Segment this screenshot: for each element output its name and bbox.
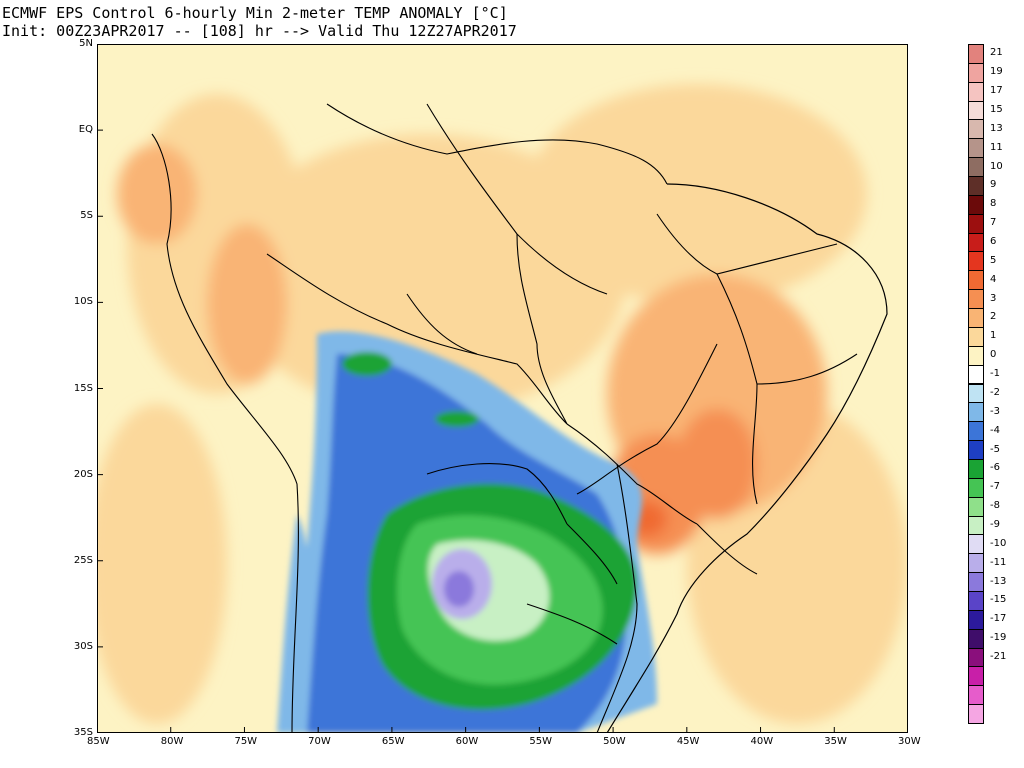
lon-tick-label: 40W [750, 736, 774, 747]
colorbar-swatch [968, 119, 984, 140]
colorbar-swatch [968, 477, 984, 498]
colorbar-swatch [968, 157, 984, 178]
colorbar-swatch [968, 62, 984, 83]
lat-tick-label: 5N [79, 38, 93, 49]
colorbar-swatch [968, 194, 984, 215]
colorbar-swatch [968, 666, 984, 687]
colorbar-swatch [968, 496, 984, 517]
colorbar-swatch [968, 553, 984, 574]
lon-tick-label: 75W [234, 736, 258, 747]
colorbar-swatch [968, 232, 984, 253]
warm-anomaly-field [97, 84, 907, 724]
colorbar-label: 9 [990, 179, 997, 191]
colorbar-label: -10 [990, 537, 1007, 549]
colorbar-swatch [968, 440, 984, 460]
colorbar-label: -19 [990, 632, 1007, 644]
colorbar-label: -7 [990, 481, 1000, 493]
colorbar-label: 6 [990, 236, 997, 248]
colorbar-label: 8 [990, 198, 997, 210]
colorbar-swatch [968, 138, 984, 159]
political-borders [151, 103, 858, 733]
colorbar-label: -9 [990, 518, 1000, 530]
lat-tick-label: 35S [73, 727, 93, 738]
colorbar-swatch [968, 628, 984, 649]
lon-tick-label: 60W [455, 736, 479, 747]
colorbar-swatch [968, 515, 984, 536]
colorbar-label: 10 [990, 160, 1003, 172]
colorbar-swatch [968, 251, 984, 272]
colorbar-swatch [968, 704, 984, 724]
colorbar-swatch [968, 402, 984, 423]
lat-tick-label: 25S [73, 554, 93, 566]
colorbar-label: -6 [990, 462, 1000, 474]
colorbar-label: 13 [990, 122, 1003, 134]
colorbar-label: -4 [990, 424, 1000, 436]
lon-tick-label: 55W [529, 736, 552, 747]
colorbar-label: -8 [990, 500, 1000, 512]
colorbar-label: -5 [990, 443, 1000, 455]
colorbar-swatch [968, 270, 984, 291]
lon-tick-label: 35W [824, 736, 847, 747]
colorbar-label: -1 [990, 368, 1000, 380]
lon-tick-label: 65W [381, 736, 405, 747]
colorbar-label: 0 [990, 349, 997, 361]
lat-tick-label: 10S [73, 296, 93, 308]
colorbar-swatch [968, 364, 984, 385]
lon-tick-label: 80W [160, 736, 184, 747]
colorbar-label: -17 [990, 613, 1007, 625]
colorbar-swatch [968, 609, 984, 630]
colorbar-label: 17 [990, 85, 1003, 97]
lat-tick-label: 30S [73, 640, 93, 652]
colorbar-swatch [968, 590, 984, 611]
colorbar-swatch [968, 326, 984, 347]
colorbar-swatch [968, 44, 984, 64]
coastline [606, 183, 888, 733]
lat-tick-label: EQ [78, 124, 93, 136]
colorbar-swatch [968, 421, 984, 442]
colorbar-swatch [968, 81, 984, 102]
colorbar-legend: 21 19 17 15 13 11 10 9 8 7 6 5 4 3 2 1 0 -1 -2 -3 -4 -5 -6 -7 -8… [968, 44, 1021, 724]
colorbar-swatch [968, 685, 984, 706]
colorbar-swatch [968, 383, 984, 404]
lon-tick-label: 70W [308, 736, 331, 747]
colorbar-label: 19 [990, 66, 1003, 78]
colorbar-label: 4 [990, 273, 997, 285]
colorbar-label: 11 [990, 141, 1003, 153]
colorbar-label: -15 [990, 594, 1007, 606]
lat-tick-label: 5S [80, 210, 93, 222]
colorbar-swatch [968, 458, 984, 479]
colorbar-label: -2 [990, 386, 1000, 398]
colorbar-swatch [968, 345, 984, 366]
colorbar-label: 7 [990, 217, 997, 229]
lat-tick-label: 20S [73, 468, 93, 480]
colorbar-swatch [968, 572, 984, 592]
lat-tick-label: 15S [73, 382, 93, 394]
colorbar-label: -3 [990, 405, 1000, 417]
colorbar-label: 5 [990, 254, 997, 266]
colorbar-swatch [968, 647, 984, 668]
lon-tick-label: 85W [87, 736, 110, 747]
colorbar-swatch [968, 289, 984, 310]
chart-title: ECMWF EPS Control 6-hourly Min 2-meter T… [2, 4, 508, 22]
colorbar-label: -13 [990, 575, 1007, 587]
colorbar-swatch [968, 308, 984, 328]
colorbar-label: -11 [990, 556, 1007, 568]
cold-anomaly-field [277, 331, 657, 733]
colorbar-swatch [968, 100, 984, 121]
colorbar-swatch [968, 534, 984, 555]
lon-tick-label: 30W [898, 736, 921, 747]
colorbar-label: -21 [990, 650, 1007, 662]
lon-tick-label: 45W [676, 736, 700, 747]
colorbar-swatch [968, 176, 984, 196]
lon-tick-label: 50W [603, 736, 626, 747]
chart-subtitle: Init: 00Z23APR2017 -- [108] hr --> Valid… [2, 22, 517, 40]
anomaly-map [97, 44, 908, 733]
map-ticks [97, 44, 908, 733]
colorbar-label: 3 [990, 292, 997, 304]
colorbar-label: 2 [990, 311, 997, 323]
colorbar-label: 15 [990, 104, 1003, 115]
colorbar-label: 21 [990, 47, 1003, 59]
colorbar-label: 1 [990, 330, 997, 342]
colorbar-swatch [968, 213, 984, 234]
